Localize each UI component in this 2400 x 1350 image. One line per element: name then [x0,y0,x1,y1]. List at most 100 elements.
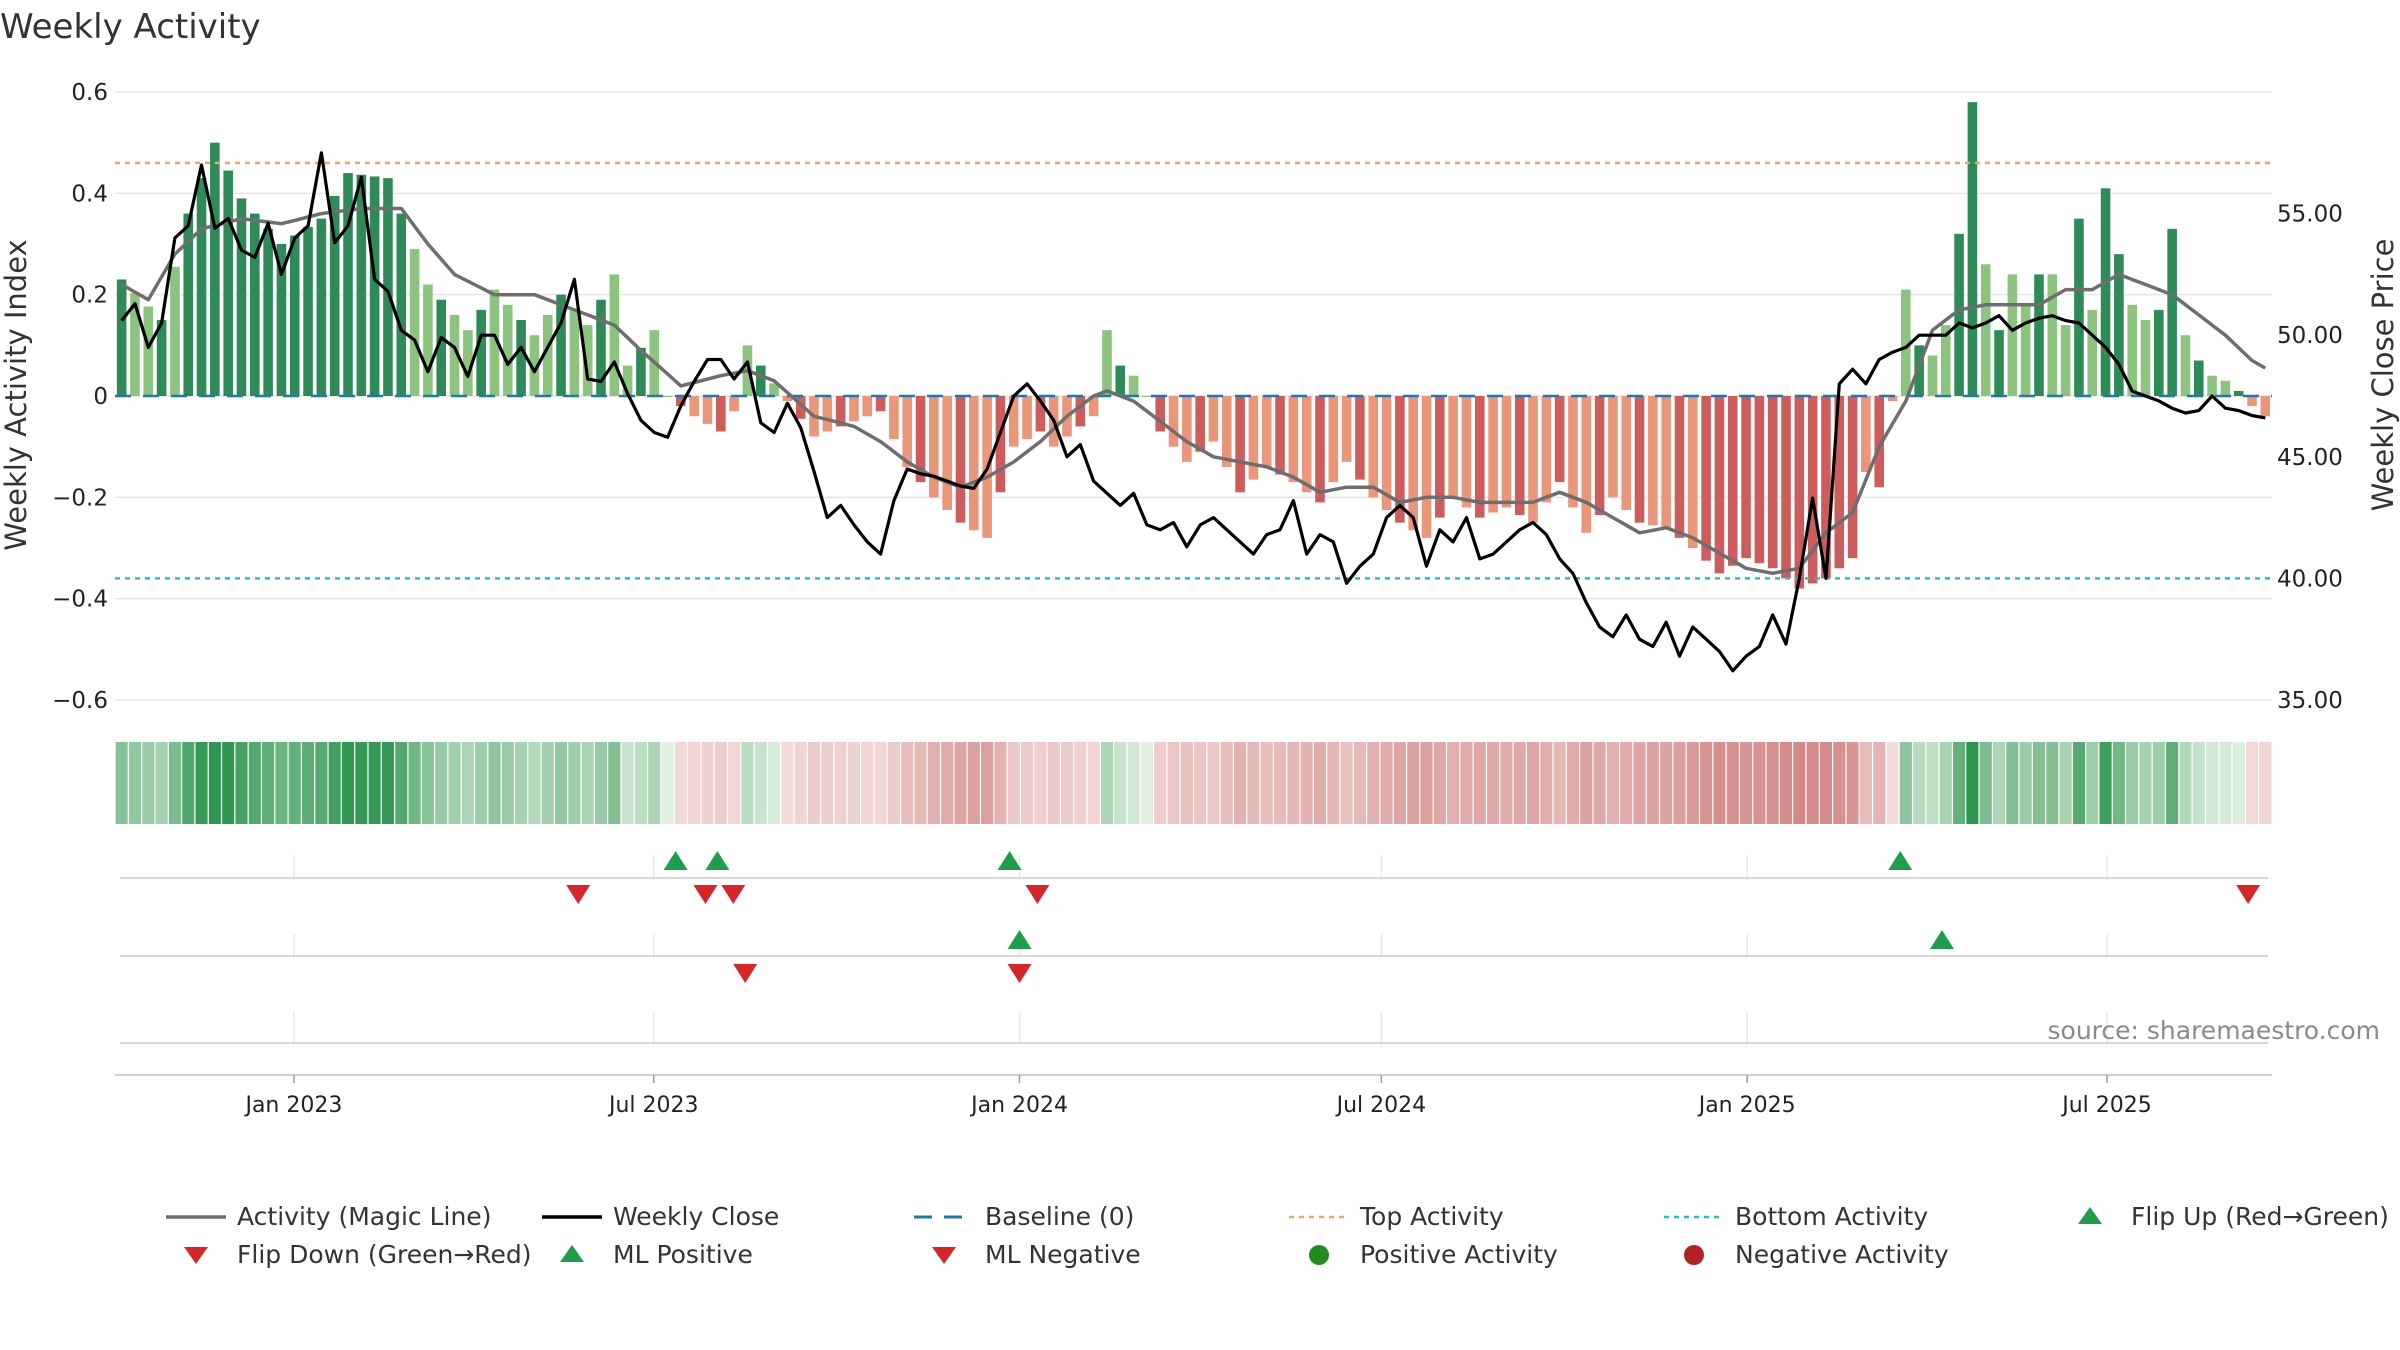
heat-cell [634,742,647,824]
activity-bar [2247,396,2257,407]
heat-cell [1140,742,1153,824]
heat-cell [1886,742,1899,824]
heat-cell [1313,742,1327,824]
activity-bar [1501,396,1512,508]
activity-bar [795,396,806,419]
heat-cell [395,742,408,824]
heat-cell [541,742,554,824]
heat-cell [608,742,621,824]
heat-cell [1859,742,1872,824]
heat-cell [1087,742,1100,824]
flip-up-marker [705,851,730,870]
activity-bar [1874,396,1885,488]
heat-cell [1553,742,1566,824]
activity-bar [2047,274,2058,396]
activity-bar [1674,396,1685,538]
heat-cell [1513,742,1526,824]
heat-cell [2099,742,2112,824]
heat-cell [2192,742,2205,824]
activity-bar [1528,396,1538,523]
heat-cell [1234,742,1247,824]
activity-bar [1714,396,1725,574]
legend-item-baseline: Baseline (0) [914,1202,1134,1231]
activity-bar [2034,274,2044,396]
activity-bar [569,309,580,396]
legend-item-top: Top Activity [1289,1202,1504,1231]
activity-bar [2233,390,2244,396]
heat-cell [448,742,461,824]
activity-bar [1448,396,1458,498]
activity-bar [1967,102,1978,396]
heat-cell [128,742,142,824]
heat-cell [461,742,474,824]
legend-label: Top Activity [1359,1202,1504,1231]
heat-cell [1393,742,1406,824]
heat-cell [222,742,235,824]
legend-swatch [932,1247,956,1264]
activity-bar [1887,396,1898,402]
right-axis-ticks: 55.00 50.00 45.00 40.00 35.00 [2277,202,2343,714]
flip-down-marker [693,885,718,904]
heat-cell [621,742,634,824]
activity-bar [622,365,633,396]
heat-cell [2006,742,2019,824]
activity-bar [1701,396,1711,561]
activity-bar [170,266,180,396]
legend-item-negact: Negative Activity [1684,1240,1949,1269]
legend-label: ML Negative [985,1240,1141,1269]
legend-item-posact: Positive Activity [1309,1240,1558,1269]
y-gridlines [115,91,2272,701]
activity-bar [223,170,233,396]
heat-cell [1593,742,1606,824]
left-axis-ticks: 0.6 0.4 0.2 0 −0.2 −0.4 −0.6 [52,80,108,714]
activity-bar [1008,396,1019,447]
heat-cell [581,742,594,824]
legend-item-close: Weekly Close [542,1202,779,1231]
activity-bar [1781,396,1791,579]
legend-swatch [184,1247,208,1264]
left-tick-label: 0.6 [71,80,108,106]
activity-bar [1435,396,1445,518]
activity-bar [1301,396,1312,493]
activity-bar [596,299,606,396]
heat-cell [2166,742,2179,824]
activity-bar [1994,330,2004,396]
activity-bar [1421,396,1432,538]
heat-cell [1646,742,1659,824]
activity-bar [929,396,939,498]
heat-cell [1300,742,1313,824]
right-tick-label: 35.00 [2277,688,2343,714]
heat-cell [1367,742,1380,824]
activity-bar [1767,396,1778,569]
left-tick-label: −0.6 [52,688,108,714]
heat-cell [248,742,261,824]
heat-cell [701,742,714,824]
activity-bar [955,396,966,523]
activity-bar [143,306,154,396]
heat-cell [1154,742,1167,824]
heat-cell [1700,742,1713,824]
heat-cell [688,742,701,824]
activity-bar [2154,309,2164,396]
date-tick-label: Jul 2023 [607,1093,699,1118]
left-tick-label: 0 [93,384,108,410]
heat-cell [1340,742,1353,824]
heat-cell [501,742,514,824]
activity-bar [210,142,220,396]
activity-bar [1195,396,1205,452]
heat-cell [887,742,900,824]
heat-cell [714,742,727,824]
legend-label: Negative Activity [1735,1240,1949,1269]
activity-bar [862,396,873,417]
activity-bar [516,320,526,396]
date-tick-label: Jan 2025 [1697,1093,1796,1118]
chart-title: Weekly Activity [0,7,261,47]
left-tick-label: 0.4 [71,181,108,207]
activity-bar [609,274,620,396]
heat-cell [1007,742,1020,824]
activity-bar [689,396,699,417]
activity-bar [463,330,473,396]
heat-cell [2219,742,2232,824]
signal-rows [115,851,2272,1076]
activity-bar [1488,396,1498,513]
